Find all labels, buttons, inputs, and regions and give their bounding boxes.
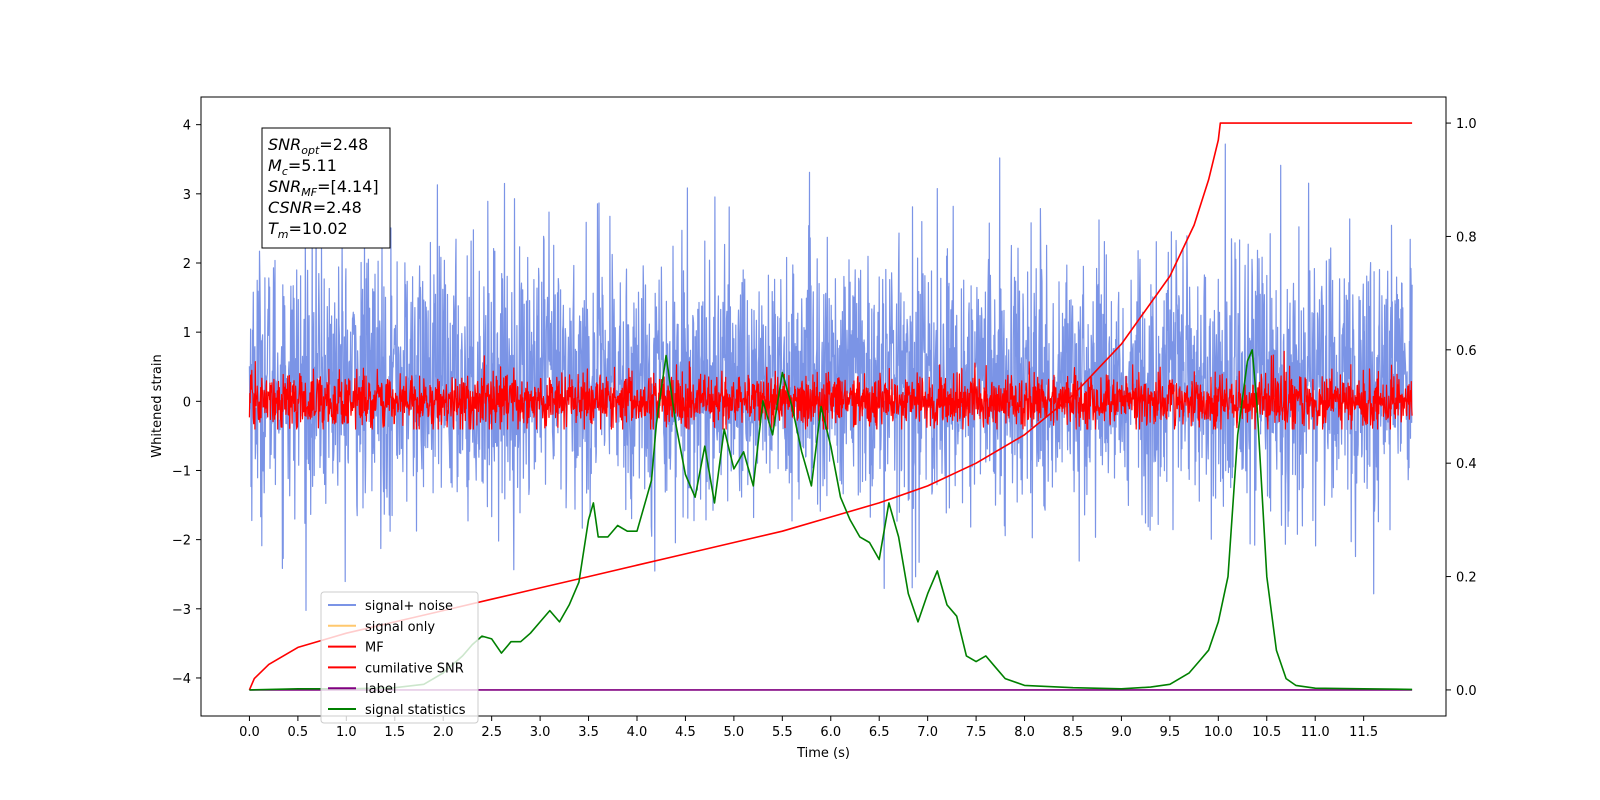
x-tick-label: 2.5 bbox=[481, 725, 502, 740]
x-tick-label: 5.0 bbox=[724, 725, 745, 740]
y2-tick-label: 0.2 bbox=[1456, 571, 1477, 586]
x-tick-label: 1.0 bbox=[336, 725, 357, 740]
x-tick-label: 1.5 bbox=[384, 725, 405, 740]
x-tick-label: 6.5 bbox=[869, 725, 890, 740]
y-tick-label: 1 bbox=[183, 326, 191, 341]
stats-line: Mc=5.11 bbox=[268, 156, 337, 178]
series-signal-noise bbox=[248, 143, 1413, 611]
legend-frame bbox=[320, 591, 479, 724]
legend-label: cumilative SNR bbox=[365, 661, 464, 676]
x-tick-label: 11.0 bbox=[1301, 725, 1330, 740]
x-tick-label: 3.5 bbox=[578, 725, 599, 740]
y2-tick-label: 0.8 bbox=[1456, 230, 1477, 245]
x-tick-label: 10.0 bbox=[1204, 725, 1233, 740]
stats-line: CSNR=2.48 bbox=[268, 198, 362, 217]
x-axis-label: Time (s) bbox=[796, 746, 850, 761]
y-tick-label: 0 bbox=[183, 395, 191, 410]
series-signal-statistics bbox=[249, 349, 1413, 691]
x-tick-label: 9.5 bbox=[1160, 725, 1181, 740]
y2-tick-label: 0.4 bbox=[1456, 457, 1477, 472]
legend-label: signal only bbox=[365, 620, 435, 635]
x-tick-label: 8.0 bbox=[1014, 725, 1035, 740]
legend-label: signal statistics bbox=[365, 703, 466, 718]
y-tick-label: −4 bbox=[172, 672, 191, 687]
plot-frame bbox=[200, 96, 1447, 717]
x-tick-label: 2.0 bbox=[433, 725, 454, 740]
x-tick-label: 11.5 bbox=[1349, 725, 1378, 740]
legend: signal+ noise signal only MF cumilative SNR… bbox=[320, 591, 479, 724]
x-tick-label: 7.5 bbox=[966, 725, 987, 740]
x-tick-label: 9.0 bbox=[1111, 725, 1132, 740]
x-tick-label: 10.5 bbox=[1252, 725, 1281, 740]
y-tick-label: 2 bbox=[183, 257, 191, 272]
x-tick-label: 6.0 bbox=[820, 725, 841, 740]
y-tick-label: −1 bbox=[172, 464, 191, 479]
stats-line: Tm=10.02 bbox=[268, 219, 348, 241]
y-axis-label: Whitened strain bbox=[150, 354, 165, 457]
stats-line: SNRopt=2.48 bbox=[268, 135, 368, 157]
x-tick-label: 0.0 bbox=[239, 725, 260, 740]
stats-line: SNRMF=[4.14] bbox=[268, 177, 379, 199]
legend-label: label bbox=[365, 682, 396, 697]
y2-tick-label: 0.0 bbox=[1456, 684, 1477, 699]
y-tick-label: 4 bbox=[183, 119, 191, 134]
legend-label: MF bbox=[365, 641, 384, 656]
x-tick-label: 3.0 bbox=[530, 725, 551, 740]
legend-label: signal+ noise bbox=[365, 599, 453, 614]
y-tick-label: −3 bbox=[172, 603, 191, 618]
stats-box-frame bbox=[261, 127, 391, 249]
x-tick-label: 8.5 bbox=[1063, 725, 1084, 740]
x-tick-label: 0.5 bbox=[288, 725, 309, 740]
y2-tick-label: 1.0 bbox=[1456, 117, 1477, 132]
series-mf bbox=[248, 350, 1413, 430]
y-tick-label: −2 bbox=[172, 534, 191, 549]
y2-tick-label: 0.6 bbox=[1456, 344, 1477, 359]
x-tick-label: 4.5 bbox=[675, 725, 696, 740]
ticks-layer: 0.0 0.5 1.0 1.5 2.0 2.5 3.0 3.5 4.0 4.5 5.0 5.5 6.0 6… bbox=[172, 117, 1477, 740]
x-tick-label: 7.0 bbox=[917, 725, 938, 740]
x-tick-label: 4.0 bbox=[627, 725, 648, 740]
y-tick-label: 3 bbox=[183, 188, 191, 203]
x-tick-label: 5.5 bbox=[772, 725, 793, 740]
